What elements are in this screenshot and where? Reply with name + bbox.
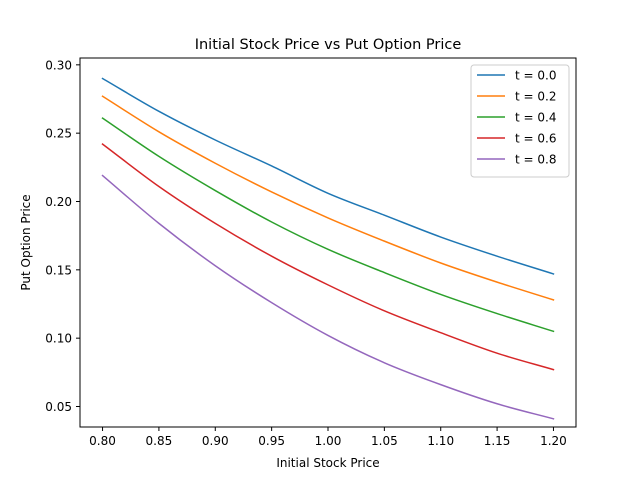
x-tick-label: 0.85 bbox=[146, 434, 173, 448]
series-lines bbox=[101, 77, 555, 420]
x-axis-ticks: 0.80 0.85 0.90 0.95 1.00 1.05 1.10 1.15 1.20 bbox=[89, 427, 567, 448]
y-tick-label: 0.10 bbox=[45, 332, 72, 346]
legend: t = 0.0 t = 0.2 t = 0.4 t = 0.6 t = 0.8 bbox=[470, 64, 570, 178]
x-tick-label: 0.80 bbox=[89, 434, 116, 448]
series-line-1 bbox=[101, 95, 555, 301]
y-tick-label: 0.30 bbox=[45, 58, 72, 72]
series-line-2 bbox=[101, 117, 555, 333]
y-axis-label: Put Option Price bbox=[19, 194, 33, 290]
series-line-0 bbox=[101, 77, 555, 275]
legend-box bbox=[470, 64, 570, 178]
y-axis-ticks: 0.05 0.10 0.15 0.20 0.25 0.30 bbox=[45, 58, 80, 414]
x-tick-label: 1.10 bbox=[427, 434, 454, 448]
y-tick-label: 0.25 bbox=[45, 127, 72, 141]
y-tick-label: 0.15 bbox=[45, 263, 72, 277]
y-tick-label: 0.05 bbox=[45, 400, 72, 414]
plot-area-frame bbox=[79, 57, 577, 428]
legend-label: t = 0.0 bbox=[515, 69, 556, 83]
series-line-3 bbox=[101, 143, 555, 371]
x-tick-label: 0.95 bbox=[258, 434, 285, 448]
x-tick-label: 1.05 bbox=[371, 434, 398, 448]
legend-label: t = 0.8 bbox=[515, 153, 556, 167]
x-tick-label: 1.20 bbox=[540, 434, 567, 448]
x-tick-label: 1.00 bbox=[315, 434, 342, 448]
y-tick-label: 0.20 bbox=[45, 195, 72, 209]
x-tick-label: 1.15 bbox=[484, 434, 511, 448]
x-axis-label: Initial Stock Price bbox=[276, 456, 379, 470]
legend-label: t = 0.4 bbox=[515, 111, 556, 125]
x-tick-label: 0.90 bbox=[202, 434, 229, 448]
chart-title: Initial Stock Price vs Put Option Price bbox=[195, 37, 462, 53]
legend-label: t = 0.6 bbox=[515, 132, 556, 146]
legend-label: t = 0.2 bbox=[515, 90, 556, 104]
series-line-4 bbox=[101, 174, 555, 420]
